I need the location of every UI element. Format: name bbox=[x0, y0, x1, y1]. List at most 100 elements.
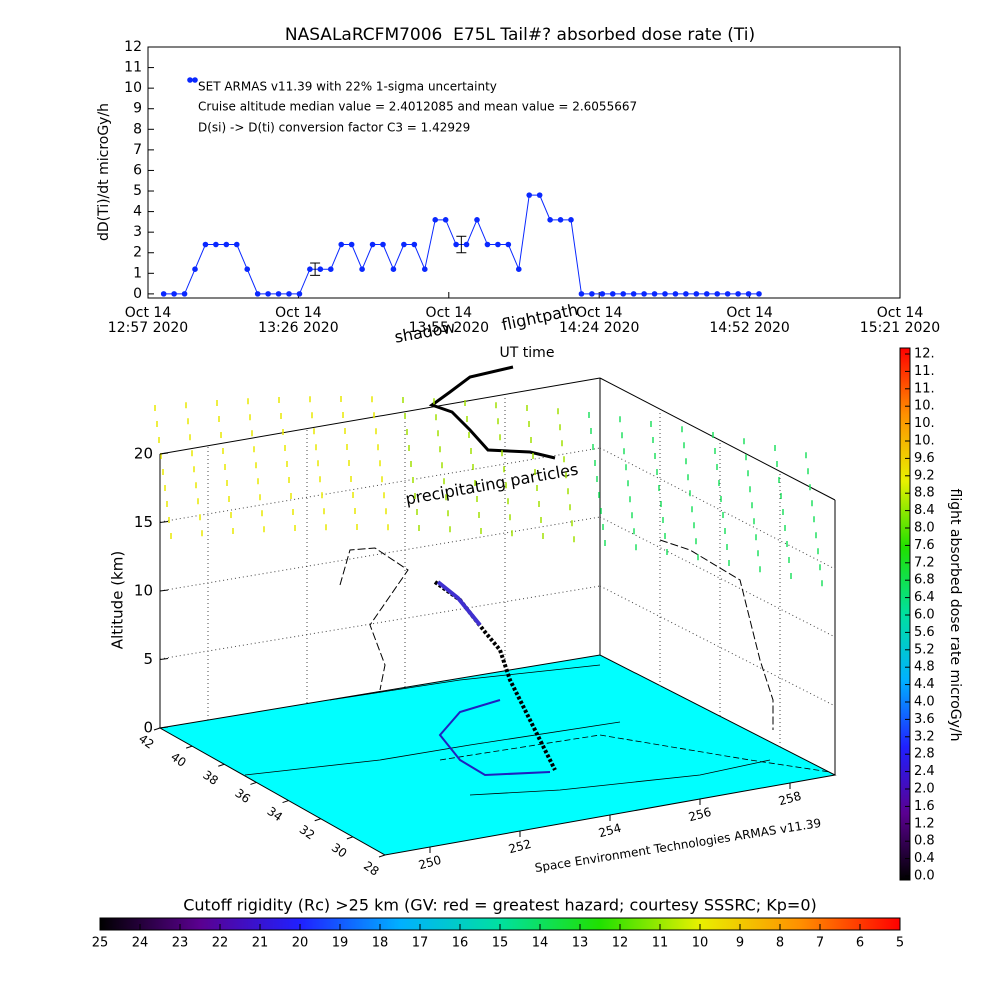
chart-title: NASALaRCFM7006 E75L Tail#? absorbed dose… bbox=[285, 25, 755, 45]
data-point bbox=[578, 291, 585, 297]
data-point bbox=[411, 241, 418, 248]
x-tick-label: Oct 14 15:21 2020 bbox=[859, 305, 941, 336]
colorbar-tick-label: 0.8 bbox=[914, 834, 935, 849]
label-3d: precipitating particles bbox=[404, 459, 580, 508]
grid-line bbox=[159, 585, 601, 660]
colorbar-tick-label: 6.0 bbox=[914, 608, 935, 623]
colorbar-tick-label: 0.4 bbox=[914, 851, 935, 866]
data-point bbox=[714, 291, 721, 297]
y-axis-label: dD(Ti)/dt microGy/h bbox=[96, 103, 112, 241]
annotation: Cruise altitude median value = 2.4012085… bbox=[198, 100, 637, 114]
legend-marker bbox=[187, 77, 193, 83]
flight-path bbox=[436, 580, 482, 627]
legend-label: SET ARMAS v11.39 with 22% 1-sigma uncert… bbox=[198, 80, 497, 94]
box-3d bbox=[158, 365, 837, 856]
x-tick-label: 258 bbox=[777, 789, 803, 808]
x-tick-label: 256 bbox=[687, 805, 713, 824]
z-axis-label: Altitude (km) bbox=[109, 551, 127, 649]
colorbar-tick-label: 17 bbox=[412, 936, 429, 951]
colorbar-tick-label: 9 bbox=[736, 936, 744, 951]
x-tick-label: 254 bbox=[597, 821, 623, 840]
data-point bbox=[568, 217, 574, 223]
colorbar-tick-label: 0.0 bbox=[914, 869, 935, 884]
y-tick-label: 4 bbox=[133, 204, 142, 220]
colorbar-tick-label: 1.2 bbox=[914, 816, 935, 831]
data-point bbox=[683, 291, 689, 297]
data-point bbox=[401, 241, 407, 248]
error-bar bbox=[310, 262, 321, 276]
data-point bbox=[275, 291, 282, 297]
colorbar-tick-label: 10. bbox=[914, 434, 935, 449]
grid-3d bbox=[159, 395, 836, 747]
data-point bbox=[233, 241, 240, 248]
colorbar-tick-label: 11. bbox=[914, 364, 935, 379]
z-tick-label: 10 bbox=[134, 582, 153, 600]
z-tick bbox=[159, 452, 169, 455]
flight-shadow bbox=[428, 365, 556, 460]
data-point bbox=[620, 291, 627, 297]
data-point bbox=[202, 241, 209, 248]
data-point bbox=[359, 266, 365, 272]
colorbar-tick-label: 14 bbox=[532, 936, 549, 951]
colorbar-tick-label: 10. bbox=[914, 416, 935, 431]
data-point bbox=[348, 241, 355, 248]
x-tick-label: Oct 14 13:55 2020 bbox=[408, 305, 490, 336]
colorbar-tick-label: 15 bbox=[492, 936, 509, 951]
ground-track bbox=[438, 699, 551, 777]
y-tick bbox=[250, 781, 257, 785]
y-tick-label: 11 bbox=[124, 60, 142, 76]
data-point bbox=[526, 192, 533, 198]
y-tick-label: 2 bbox=[133, 245, 142, 261]
shadow-path bbox=[659, 539, 774, 730]
data-point bbox=[317, 266, 324, 272]
colorbar-tick-label: 16 bbox=[452, 936, 469, 951]
data-point bbox=[536, 192, 543, 198]
colorbar-tick-label: 7.2 bbox=[914, 555, 935, 570]
y-tick bbox=[282, 800, 289, 804]
y-tick-label: 7 bbox=[133, 142, 142, 158]
colorbar-tick-label: 9.2 bbox=[914, 468, 935, 483]
colorbar-tick-label: 20 bbox=[292, 936, 309, 951]
z-tick bbox=[159, 521, 169, 523]
y-tick-label: 6 bbox=[133, 162, 142, 178]
y-tick-label: 38 bbox=[200, 768, 221, 788]
map-line bbox=[469, 759, 771, 796]
legend-marker bbox=[192, 77, 198, 83]
z-tick-label: 0 bbox=[143, 719, 153, 737]
y-tick bbox=[153, 727, 161, 731]
z-tick-label: 5 bbox=[143, 650, 153, 668]
colorbar-tick-label: 24 bbox=[132, 936, 149, 951]
z-tick bbox=[159, 658, 169, 660]
grid-line bbox=[599, 447, 836, 570]
colorbar-title: flight absorbed dose rate microGy/h bbox=[947, 489, 963, 742]
colorbar-tick-label: 12. bbox=[914, 347, 935, 362]
grid-line bbox=[599, 516, 836, 638]
data-point bbox=[651, 291, 658, 297]
plot-frame bbox=[147, 46, 901, 299]
data-point bbox=[286, 291, 292, 297]
colorbar-tick-label: 5.2 bbox=[914, 642, 935, 657]
colorbar-tick-label: 10 bbox=[692, 936, 709, 951]
colorbar-tick-label: 5.6 bbox=[914, 625, 935, 640]
colorbar-tick-label: 4.4 bbox=[914, 677, 935, 692]
credit: Space Environment Technologies ARMAS v11… bbox=[534, 816, 822, 875]
data-point bbox=[213, 241, 219, 248]
data-point bbox=[735, 291, 741, 297]
y-tick-label: 40 bbox=[168, 750, 189, 770]
y-tick-label: 1 bbox=[133, 265, 142, 281]
colorbar-tick-label: 2.8 bbox=[914, 747, 935, 762]
data-point bbox=[223, 241, 230, 248]
base-plane bbox=[158, 654, 837, 856]
data-point bbox=[599, 291, 606, 297]
z-tick bbox=[159, 726, 169, 729]
data-point bbox=[432, 217, 439, 223]
y-tick bbox=[378, 854, 386, 858]
shadow-path bbox=[339, 547, 409, 691]
colorbar-tick-label: 3.6 bbox=[914, 712, 935, 727]
x-tick-label: Oct 14 14:24 2020 bbox=[558, 305, 640, 336]
data-point bbox=[244, 266, 251, 272]
data-point bbox=[463, 241, 470, 248]
map-line bbox=[244, 721, 621, 776]
